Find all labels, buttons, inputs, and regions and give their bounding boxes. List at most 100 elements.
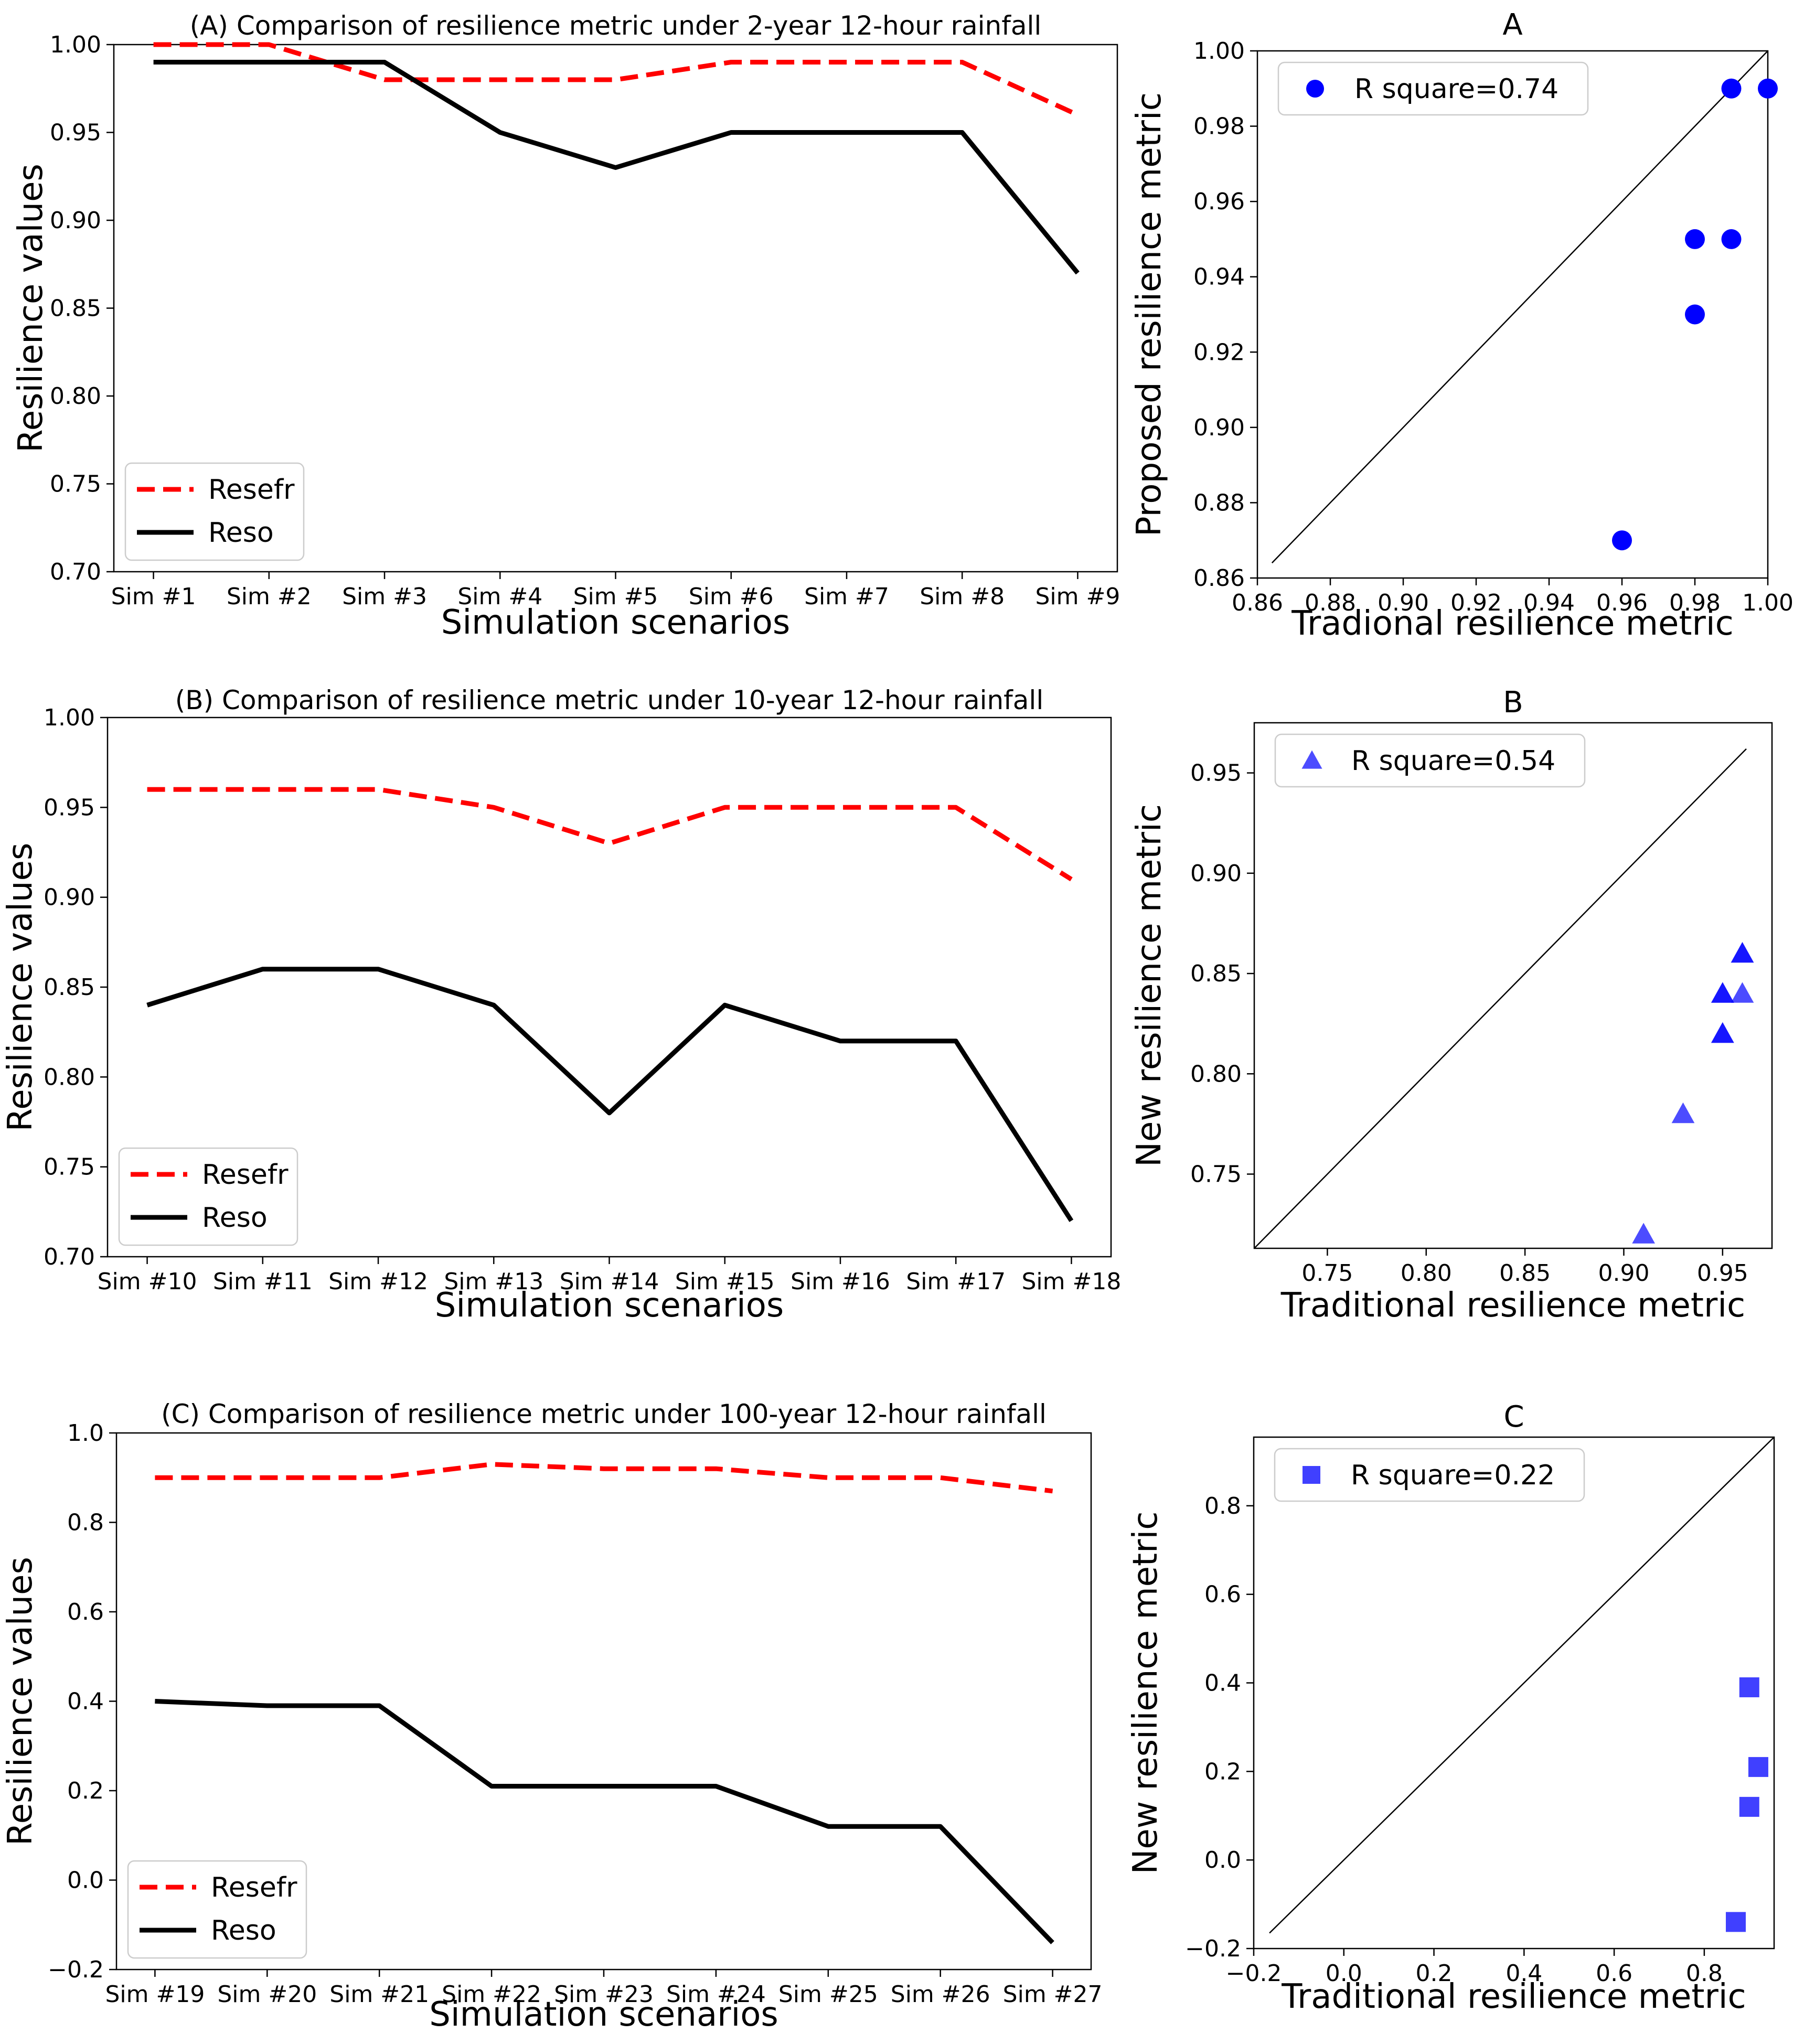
x-tick-label: Sim #12: [328, 1268, 428, 1295]
legend-label-resefr: Resefr: [202, 1159, 289, 1191]
y-tick-label: 0.75: [1190, 1161, 1242, 1187]
x-tick-label: Sim #22: [442, 1981, 541, 2008]
x-tick-label: Sim #8: [920, 583, 1005, 610]
y-tick-label: 0.86: [1193, 565, 1245, 592]
x-tick-label: 0.92: [1450, 590, 1502, 616]
x-axis-label: Simulation scenarios: [429, 1995, 778, 2034]
y-tick-label: 1.00: [44, 704, 95, 731]
y-tick-label: 1.00: [1193, 38, 1245, 65]
x-tick-label: 0.98: [1669, 590, 1721, 616]
panel-b-line-chart: 0.70 0.75 0.80 0.85 0.90 0.95 1.00 Sim #10 Sim #…: [1, 685, 1121, 1325]
y-axis-label: Resilience values: [1, 843, 40, 1132]
y-tick-label: 0.90: [1193, 414, 1245, 441]
x-tick-label: Sim #6: [689, 583, 774, 610]
y-axis-label: Resilience values: [1, 1557, 40, 1846]
x-tick-label: 0.75: [1301, 1260, 1353, 1287]
data-point: [1758, 78, 1778, 99]
legend-label-resefr: Resefr: [208, 474, 295, 506]
legend-label: R square=0.74: [1354, 73, 1559, 105]
y-tick-label: 0.8: [1204, 1493, 1241, 1519]
y-tick-label: 0.2: [67, 1778, 104, 1804]
x-tick-label: 0.4: [1506, 1960, 1542, 1987]
legend-marker: [1303, 1466, 1320, 1484]
legend-label: R square=0.22: [1351, 1460, 1555, 1491]
chart-title: A: [1502, 8, 1522, 42]
y-tick-label: 0.0: [67, 1867, 104, 1894]
data-point: [1632, 1223, 1655, 1244]
identity-line: [1271, 50, 1768, 564]
x-tick-label: Sim #3: [342, 583, 427, 610]
y-tick-label: 0.92: [1193, 339, 1245, 366]
panel-b-scatter-chart: 0.75 0.80 0.85 0.90 0.95 0.75 0.80 0.85 0.90 0.95…: [1130, 686, 1773, 1325]
data-point: [1612, 530, 1632, 551]
series-line-reso: [155, 1699, 1054, 1944]
y-tick-label: 0.80: [1190, 1061, 1242, 1087]
x-tick-label: 0.6: [1596, 1960, 1632, 1987]
x-tick-label: Sim #20: [217, 1981, 317, 2008]
x-tick-label: Sim #25: [778, 1981, 878, 2008]
data-point: [1731, 941, 1754, 963]
y-tick-label: 0.6: [67, 1599, 104, 1625]
legend-marker: [1306, 80, 1324, 98]
data-point: [1731, 982, 1754, 1003]
identity-line: [1269, 1437, 1775, 1934]
y-tick-label: 0.96: [1193, 188, 1245, 215]
x-tick-label: Sim #9: [1035, 583, 1120, 610]
legend-label-reso: Reso: [208, 517, 274, 549]
y-tick-label: 0.94: [1193, 264, 1245, 291]
x-tick-label: 0.90: [1598, 1260, 1649, 1287]
identity-line: [1254, 748, 1747, 1249]
x-tick-label: 0.96: [1596, 590, 1648, 616]
data-point: [1685, 229, 1705, 249]
data-point: [1725, 1912, 1746, 1932]
x-tick-label: Sim #17: [906, 1268, 1006, 1295]
x-tick-label: Sim #23: [554, 1981, 654, 2008]
y-tick-label: −0.2: [1185, 1935, 1241, 1962]
y-tick-label: 0.2: [1204, 1758, 1241, 1785]
x-tick-label: Sim #24: [666, 1981, 766, 2008]
y-tick-label: 0.88: [1193, 489, 1245, 516]
series-line-resefr: [155, 1462, 1053, 1494]
legend-marker: [1301, 750, 1322, 769]
x-axis-label: Simulation scenarios: [435, 1286, 784, 1325]
panel-c-scatter-chart: −0.2 0.0 0.2 0.4 0.6 0.8 −0.2 0.0 0.2 0.4 0.6 0.8 C T…: [1126, 1400, 1775, 2016]
y-tick-label: 0.90: [50, 207, 101, 234]
plot-frame: [1253, 1436, 1775, 1950]
x-tick-label: Sim #13: [444, 1268, 543, 1295]
x-tick-label: Sim #16: [791, 1268, 890, 1295]
y-tick-label: 0.80: [44, 1064, 95, 1090]
series-line-reso: [146, 967, 1074, 1222]
panel-a-scatter-chart: 0.86 0.88 0.90 0.92 0.94 0.96 0.98 1.00 0.86 0.88…: [1130, 8, 1794, 643]
data-point: [1739, 1677, 1759, 1697]
y-tick-label: 0.85: [50, 295, 101, 322]
y-tick-label: 0.90: [44, 884, 95, 911]
y-axis-label: New resilience metric: [1130, 804, 1169, 1167]
x-tick-label: Sim #26: [891, 1981, 990, 2008]
y-tick-label: 1.0: [67, 1420, 104, 1447]
series-line-resefr: [153, 42, 1079, 117]
chart-title: C: [1503, 1400, 1524, 1434]
y-tick-label: 0.8: [67, 1510, 104, 1536]
x-axis-label: Traditional resilience metric: [1281, 1977, 1746, 2016]
x-tick-label: Sim #15: [675, 1268, 775, 1295]
x-tick-label: Sim #1: [111, 583, 196, 610]
y-axis-label: Resilience values: [12, 164, 50, 453]
y-tick-label: 0.6: [1204, 1581, 1241, 1608]
y-tick-label: 1.00: [50, 31, 101, 58]
x-axis-label: Tradional resilience metric: [1291, 604, 1734, 643]
y-tick-label: 0.75: [50, 471, 101, 498]
panel-a-line-chart: 0.70 0.75 0.80 0.85 0.90 0.95 1.00 Sim #1 Sim #2…: [12, 10, 1120, 642]
x-tick-label: 0.88: [1305, 590, 1356, 616]
x-axis-label: Traditional resilience metric: [1280, 1286, 1745, 1325]
x-tick-label: Sim #19: [105, 1981, 205, 2008]
x-tick-label: Sim #5: [573, 583, 658, 610]
y-tick-label: −0.2: [48, 1956, 104, 1983]
legend-box: [1277, 61, 1589, 116]
data-point: [1671, 1102, 1695, 1123]
x-tick-label: 0.86: [1232, 590, 1283, 616]
y-tick-label: 0.70: [44, 1244, 95, 1270]
y-axis-label: New resilience metric: [1126, 1512, 1165, 1875]
y-tick-label: 0.95: [50, 120, 101, 146]
data-point: [1711, 982, 1734, 1003]
